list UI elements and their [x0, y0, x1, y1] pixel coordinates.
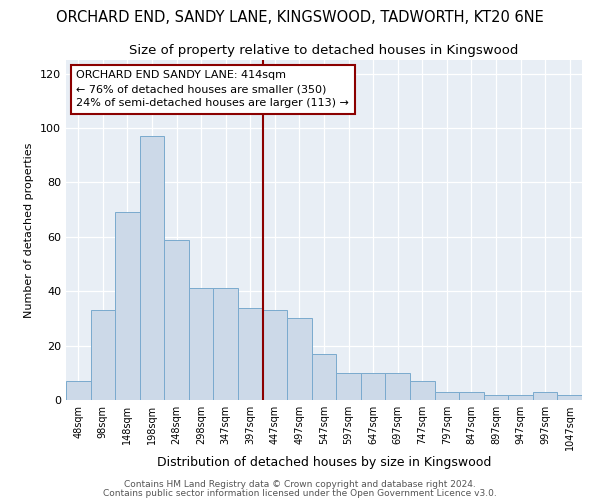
Bar	[214, 288, 238, 400]
Bar	[66, 381, 91, 400]
Text: Contains HM Land Registry data © Crown copyright and database right 2024.: Contains HM Land Registry data © Crown c…	[124, 480, 476, 489]
Bar	[557, 394, 582, 400]
Bar	[361, 373, 385, 400]
Bar	[508, 394, 533, 400]
Bar	[533, 392, 557, 400]
Text: Contains public sector information licensed under the Open Government Licence v3: Contains public sector information licen…	[103, 488, 497, 498]
Bar	[459, 392, 484, 400]
Bar	[263, 310, 287, 400]
Bar	[434, 392, 459, 400]
Text: ORCHARD END, SANDY LANE, KINGSWOOD, TADWORTH, KT20 6NE: ORCHARD END, SANDY LANE, KINGSWOOD, TADW…	[56, 10, 544, 25]
Text: ORCHARD END SANDY LANE: 414sqm
← 76% of detached houses are smaller (350)
24% of: ORCHARD END SANDY LANE: 414sqm ← 76% of …	[76, 70, 349, 108]
Bar	[140, 136, 164, 400]
Title: Size of property relative to detached houses in Kingswood: Size of property relative to detached ho…	[130, 44, 518, 58]
Bar	[164, 240, 189, 400]
Bar	[410, 381, 434, 400]
Bar	[115, 212, 140, 400]
Y-axis label: Number of detached properties: Number of detached properties	[25, 142, 34, 318]
Bar	[336, 373, 361, 400]
Bar	[484, 394, 508, 400]
Bar	[189, 288, 214, 400]
Bar	[287, 318, 312, 400]
Bar	[238, 308, 263, 400]
X-axis label: Distribution of detached houses by size in Kingswood: Distribution of detached houses by size …	[157, 456, 491, 469]
Bar	[91, 310, 115, 400]
Bar	[385, 373, 410, 400]
Bar	[312, 354, 336, 400]
